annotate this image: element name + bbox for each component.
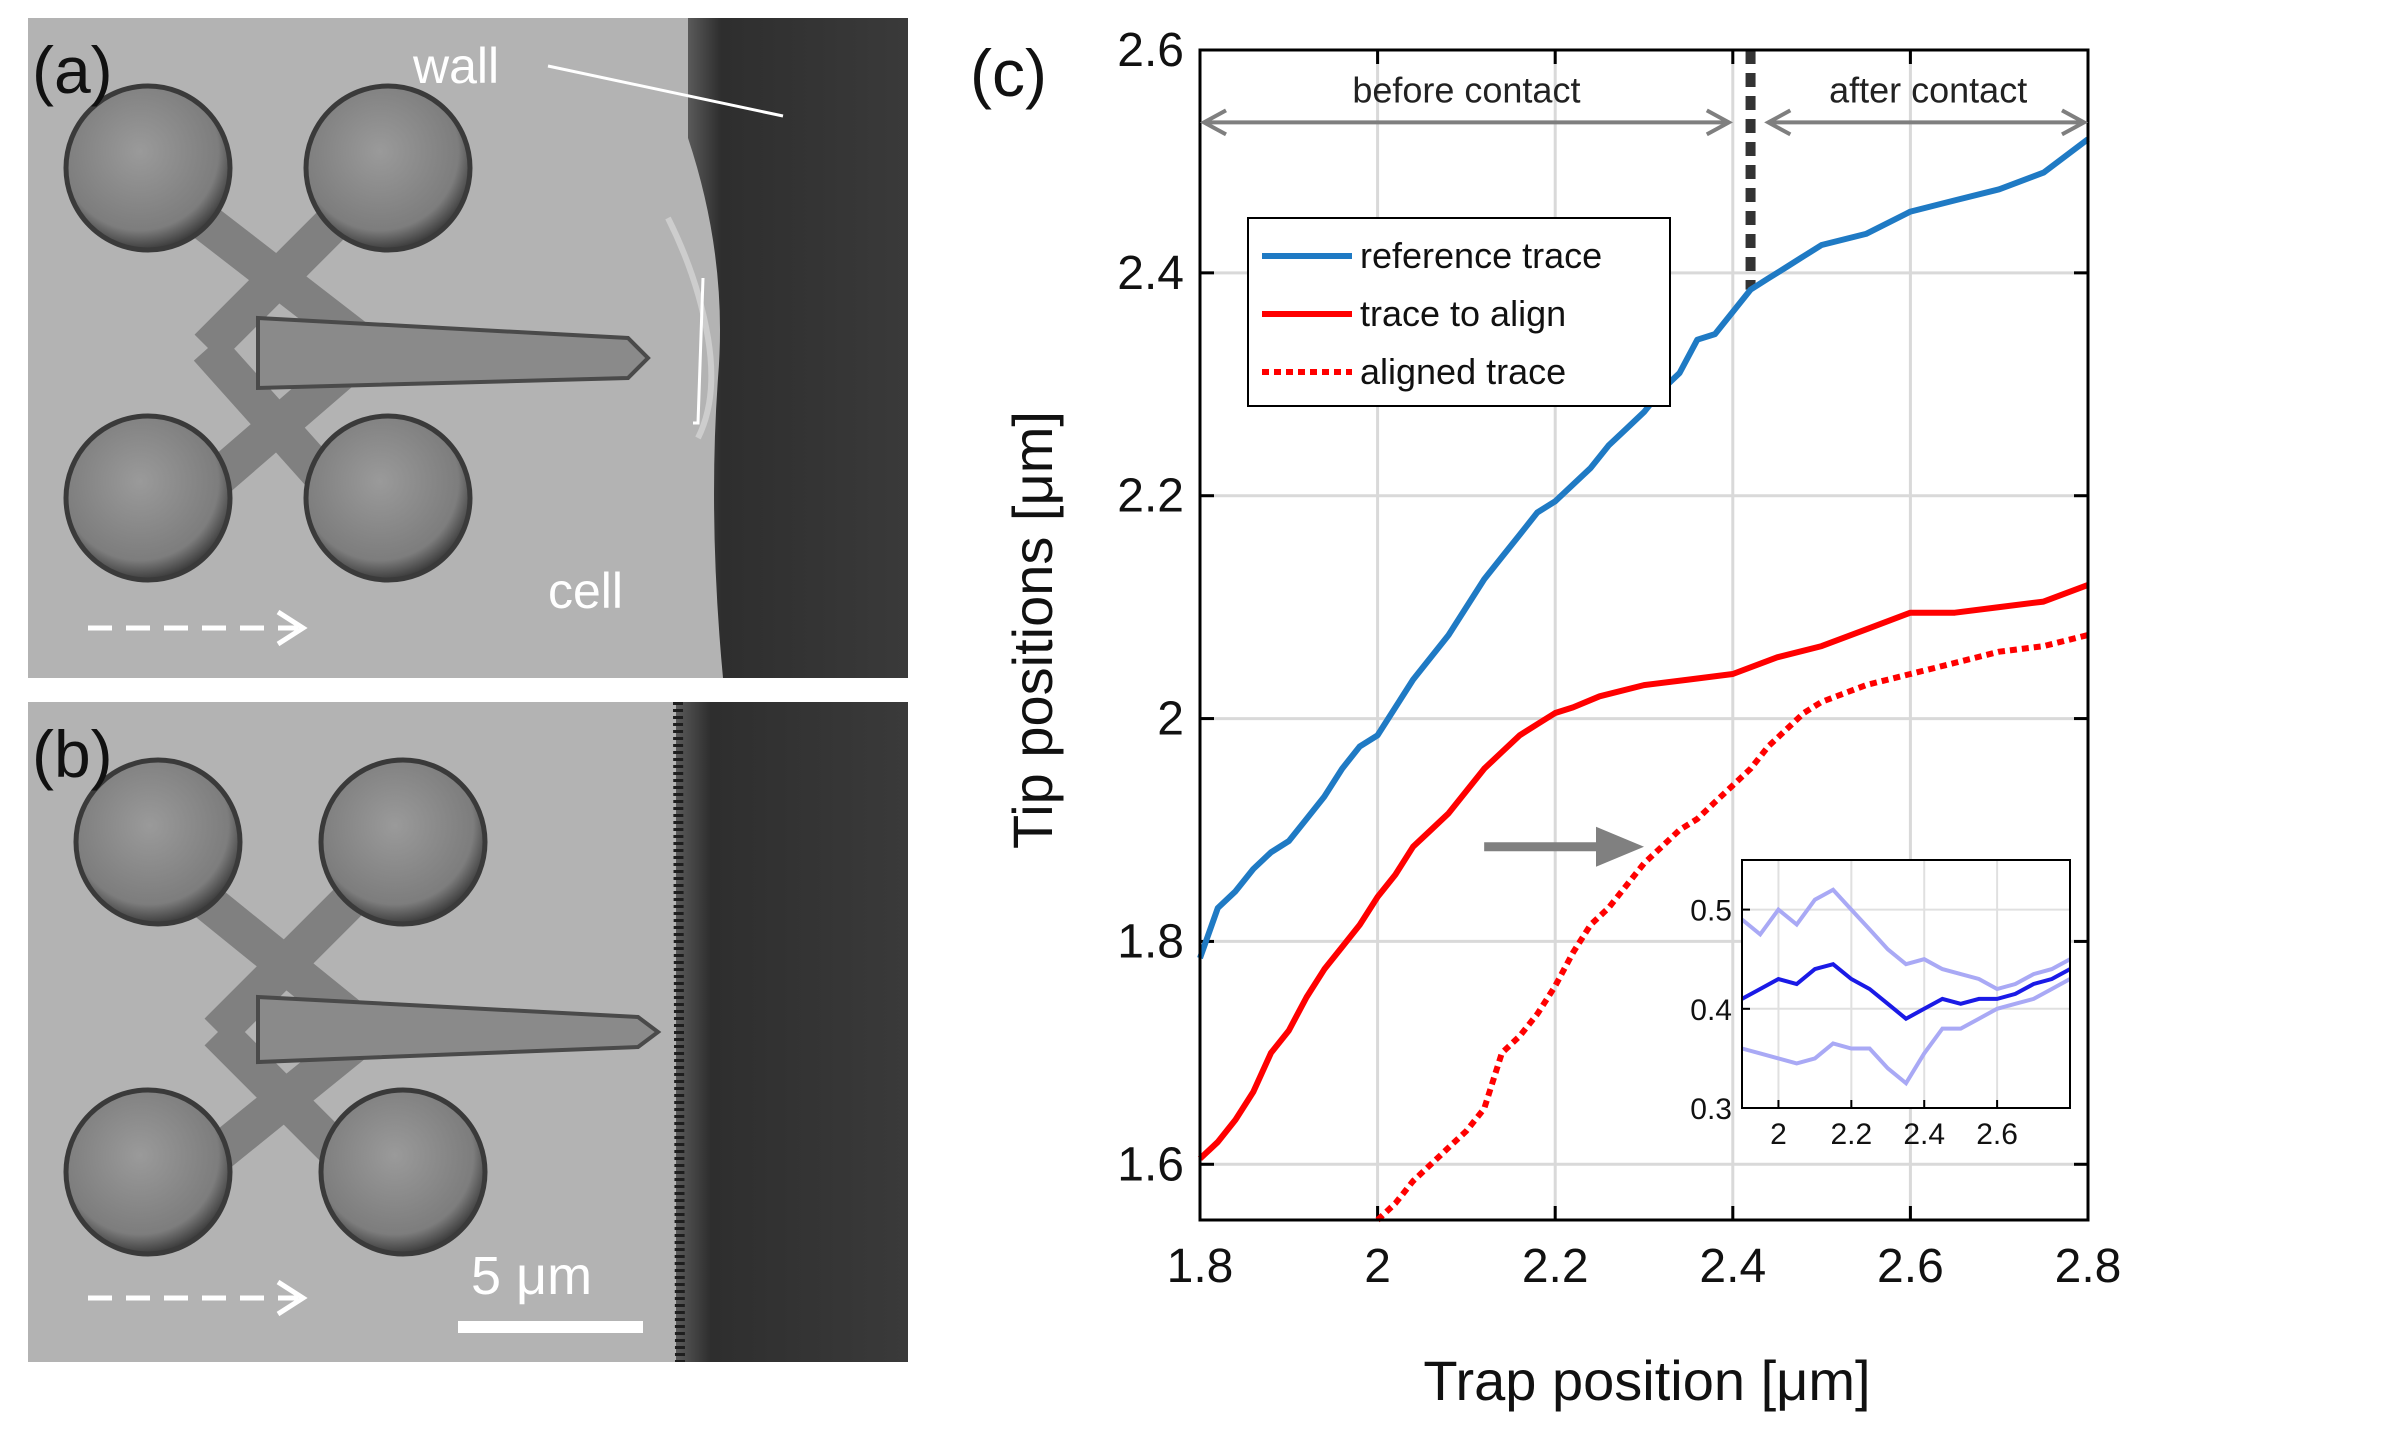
inset-x-tick-label: 2.4	[1903, 1118, 1945, 1151]
inset-y-tick-label: 0.5	[1690, 895, 1732, 928]
legend-label-reference: reference trace	[1360, 235, 1602, 276]
bead-top-left	[63, 83, 233, 253]
inset-y-tick-label: 0.3	[1690, 1093, 1732, 1126]
inset-frame	[1741, 859, 2071, 1109]
y-tick-label: 2.6	[1117, 24, 1184, 77]
before-contact-label: before contact	[1352, 69, 1580, 110]
inset-lower-band-line	[1741, 977, 2071, 1087]
inset-x-tick-label: 2.6	[1976, 1118, 2018, 1151]
inset-mean-line	[1741, 962, 2071, 1022]
bead-bottom-right	[303, 413, 473, 583]
x-tick-label: 2.4	[1699, 1240, 1766, 1293]
x-tick-label: 2	[1364, 1240, 1391, 1293]
panel-a-label: (a)	[32, 33, 113, 107]
wall-pointer-line	[547, 64, 784, 118]
bead-top-right	[318, 757, 488, 927]
inset-upper-band-line	[1740, 887, 2071, 992]
y-axis-label: Tip positions [μm]	[1001, 411, 1064, 849]
y-tick-label: 2	[1157, 693, 1184, 746]
y-tick-label: 2.4	[1117, 247, 1184, 300]
panel-b-label: (b)	[32, 717, 113, 791]
micrograph-a-image: wall cell	[28, 18, 908, 678]
series-line-reference-trace	[1197, 136, 2090, 960]
tip-structure	[146, 847, 662, 1217]
after-contact-label: after contact	[1829, 69, 2027, 110]
bead-top-left	[73, 757, 243, 927]
x-tick-label: 2.6	[1877, 1240, 1944, 1293]
y-tick-label: 2.2	[1117, 470, 1184, 523]
micrograph-panel-a: wall cell (a)	[28, 18, 908, 678]
micrograph-b-image: 5 μm	[28, 702, 908, 1362]
legend-label-aligned: aligned trace	[1360, 351, 1566, 392]
after-contact-arrow-head-left	[1764, 108, 1792, 137]
x-tick-label: 2.2	[1522, 1240, 1589, 1293]
wall-region	[688, 18, 908, 678]
x-axis-label: Trap position [μm]	[1423, 1349, 1870, 1412]
bead-bottom-left	[63, 413, 233, 583]
tip-position-chart: 1.8 2 2.2 2.4 2.6 2.8 1.6 1.8 2 2.2 2.4 2.6 (c) Tra…	[970, 24, 2122, 1412]
micrograph-panel-b: 5 μm (b)	[28, 702, 908, 1362]
wall-label: wall	[412, 38, 499, 94]
bead-bottom-left	[63, 1087, 233, 1257]
x-tick-label: 1.8	[1167, 1240, 1234, 1293]
series-line-trace-to-align	[1197, 582, 2090, 1161]
after-contact-arrow-head-right	[2061, 108, 2089, 137]
before-contact-arrow-head-left	[1199, 108, 1227, 137]
before-contact-arrow-head-right	[1705, 108, 1733, 137]
inset-y-tick-label: 0.4	[1690, 994, 1732, 1027]
motion-arrow-icon	[88, 1279, 308, 1317]
wall-region	[676, 702, 908, 1362]
legend: reference trace trace to align aligned t…	[1247, 217, 1671, 407]
panel-c-label: (c)	[970, 36, 1047, 110]
bead-bottom-right	[318, 1087, 488, 1257]
axis-frame	[1198, 48, 2090, 1222]
tip-structure	[135, 162, 651, 553]
scale-label: 5 μm	[471, 1246, 592, 1306]
inset-x-tick-label: 2	[1770, 1118, 1787, 1151]
cell-pointer-line	[693, 277, 705, 425]
shift-arrow-head-icon	[1596, 826, 1644, 867]
inset-plot: 2 2.2 2.4 2.6 0.3 0.4 0.5	[1690, 859, 2071, 1151]
x-tick-label: 2.8	[2055, 1240, 2122, 1293]
motion-arrow-icon	[88, 609, 308, 647]
cell-label: cell	[548, 563, 623, 619]
legend-label-to-align: trace to align	[1360, 293, 1566, 334]
y-tick-label: 1.6	[1117, 1138, 1184, 1191]
y-tick-label: 1.8	[1117, 915, 1184, 968]
bead-top-right	[303, 83, 473, 253]
inset-x-tick-label: 2.2	[1830, 1118, 1872, 1151]
